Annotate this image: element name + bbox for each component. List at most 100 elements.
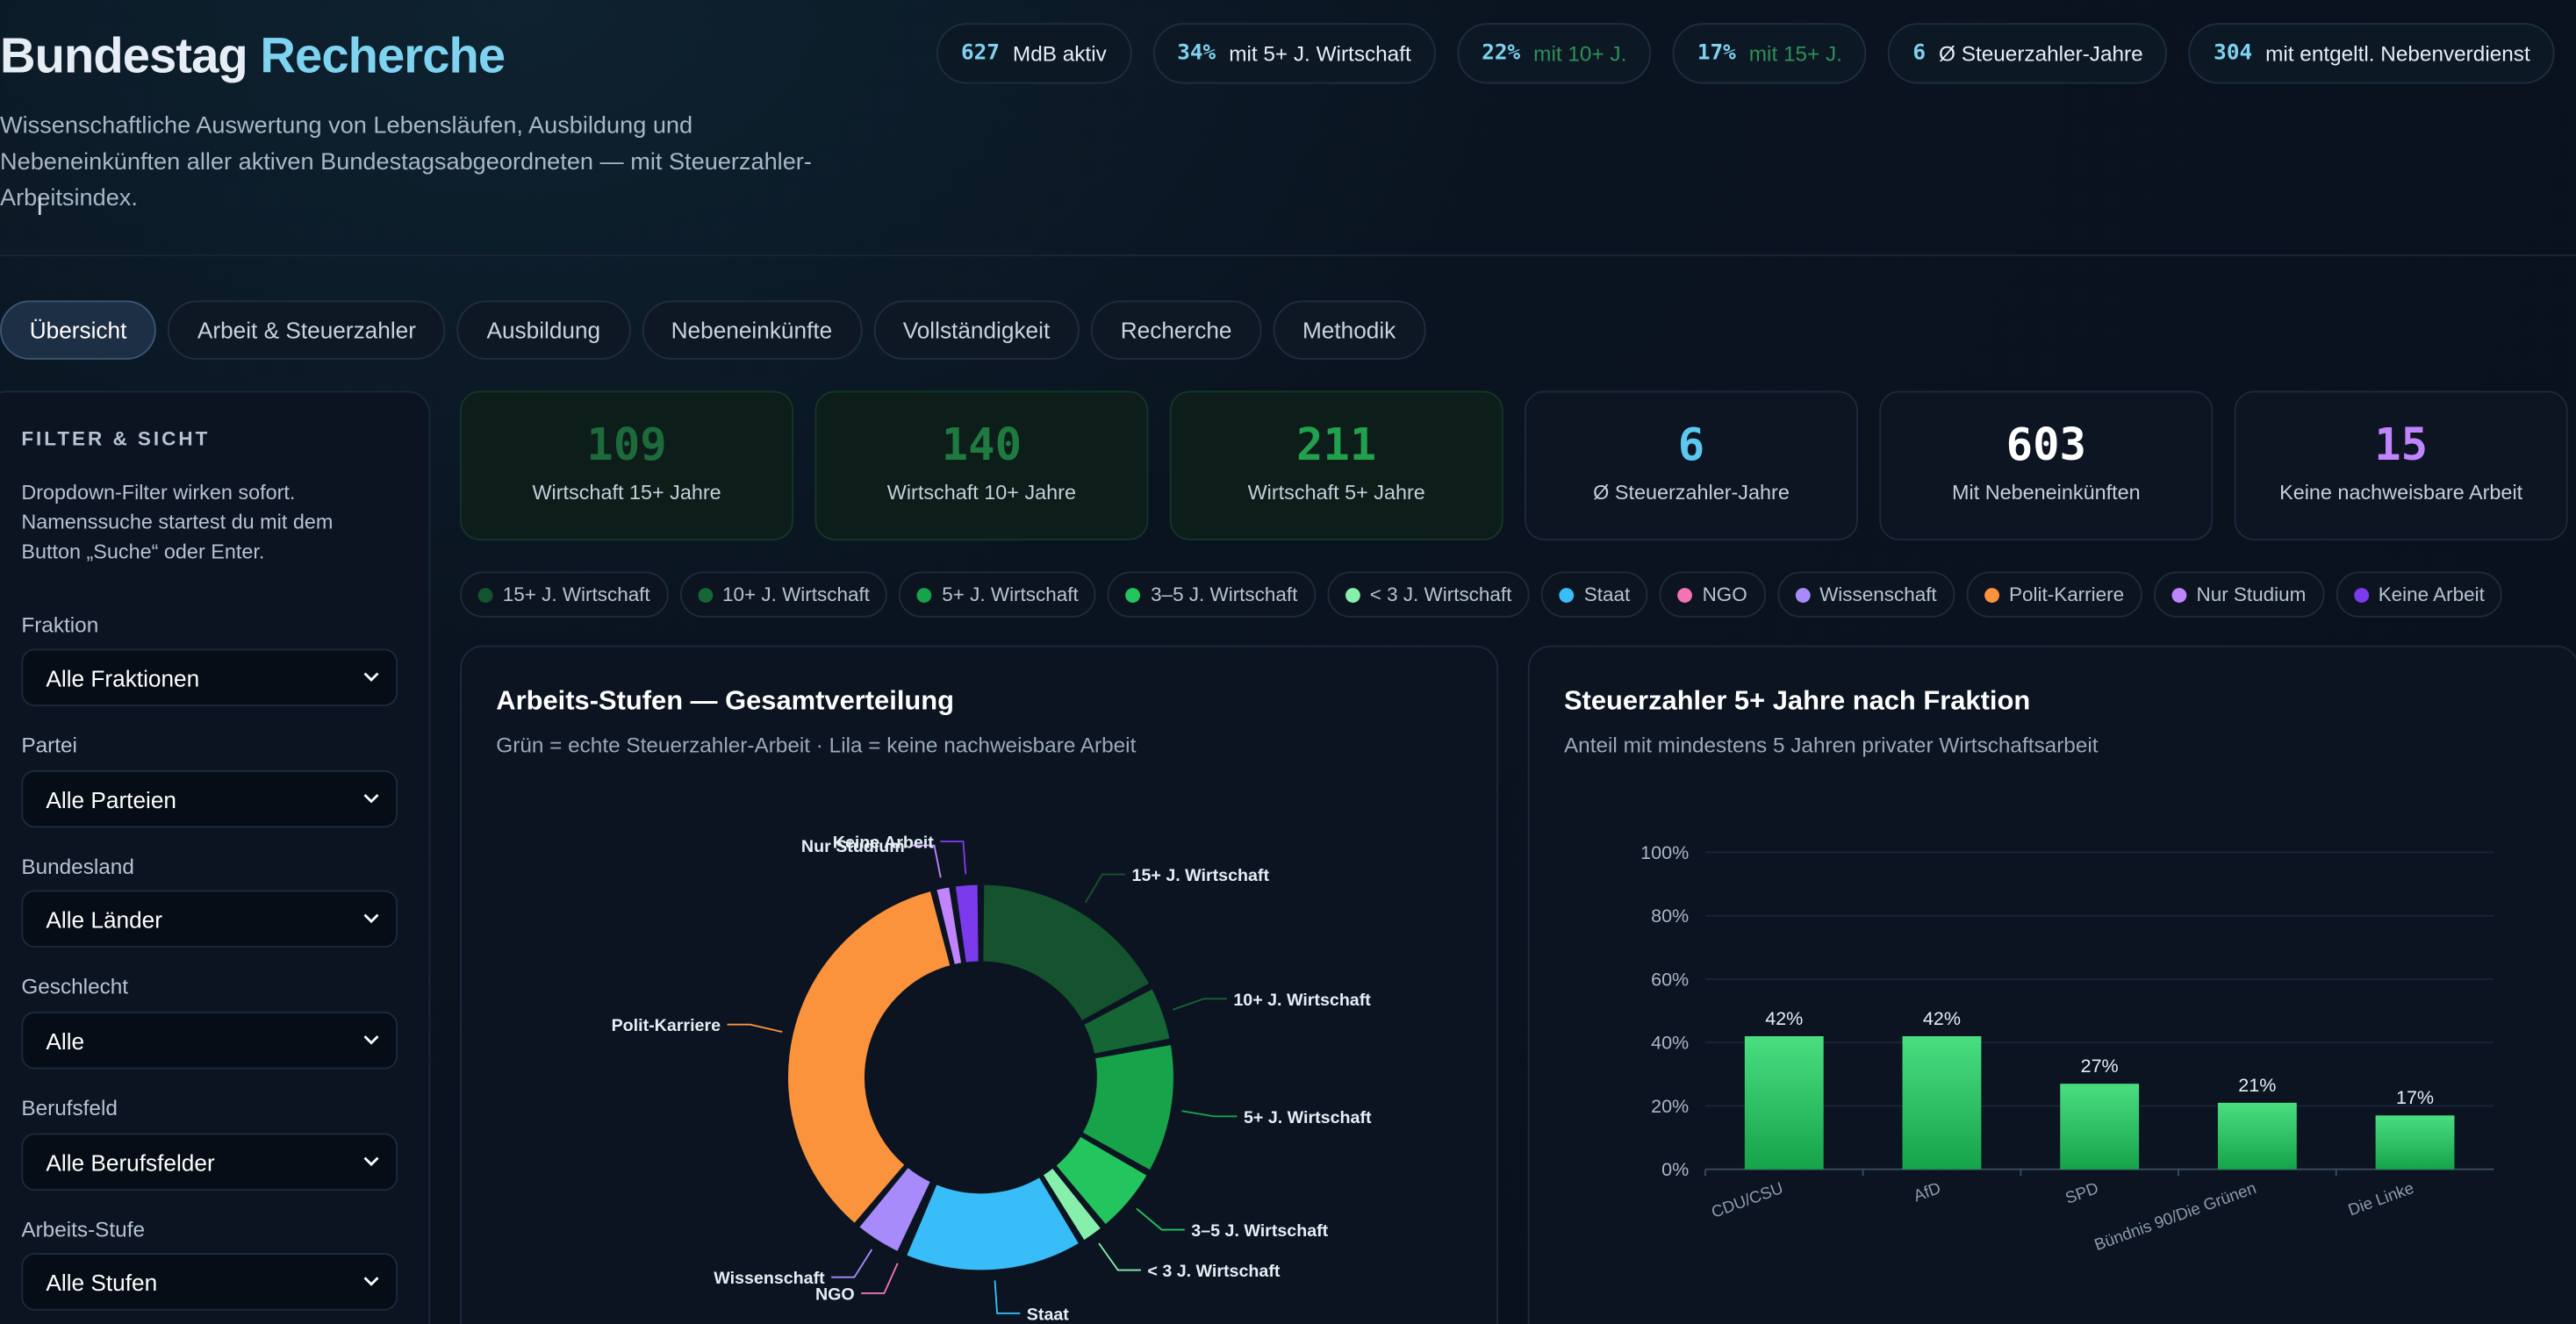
tab-arbeit-steuerzahler[interactable]: Arbeit & Steuerzahler — [168, 300, 446, 360]
tab-vollstaendigkeit[interactable]: Vollständigkeit — [873, 300, 1080, 360]
donut-leader-line — [1084, 873, 1126, 904]
donut-slice[interactable] — [856, 1164, 934, 1255]
bar[interactable] — [2375, 1115, 2455, 1170]
x-tick-label: Bündnis 90/Die Grünen — [2092, 1178, 2258, 1254]
sidebar-hint: Dropdown-Filter wirken sofort. Namenssuc… — [21, 481, 334, 564]
bar-value-label: 42% — [1923, 1008, 1961, 1029]
bar[interactable] — [1744, 1035, 1824, 1170]
sidebar-heading: FILTER & SICHT — [21, 426, 211, 450]
donut-slice[interactable] — [952, 882, 981, 965]
legend-dot-icon — [1677, 587, 1693, 603]
bar[interactable] — [2217, 1102, 2297, 1170]
tab-bar: Übersicht Arbeit & Steuerzahler Ausbildu… — [0, 300, 1425, 360]
donut-slice[interactable] — [900, 1180, 936, 1256]
legend-item[interactable]: NGO — [1659, 571, 1766, 618]
chevron-down-icon — [363, 1277, 379, 1286]
legend-label: NGO — [1702, 583, 1747, 606]
bar[interactable] — [1902, 1035, 1982, 1170]
header-divider — [0, 254, 2576, 257]
y-tick-label: 60% — [1651, 969, 1689, 990]
filter-label-geschlecht: Geschlecht — [21, 973, 129, 999]
legend-item[interactable]: < 3 J. Wirtschaft — [1327, 571, 1530, 618]
legend-item[interactable]: 5+ J. Wirtschaft — [899, 571, 1097, 618]
chevron-down-icon — [363, 1035, 379, 1045]
donut-slice[interactable] — [1080, 985, 1173, 1056]
donut-slice-label: 3–5 J. Wirtschaft — [1191, 1221, 1328, 1241]
donut-slice[interactable] — [1080, 1041, 1176, 1173]
x-tick-label: Die Linke — [2345, 1178, 2415, 1219]
legend-item[interactable]: Nur Studium — [2153, 571, 2324, 618]
donut-leader-line — [861, 1263, 899, 1294]
x-tick-label: CDU/CSU — [1709, 1178, 1785, 1221]
donut-leader-line — [940, 841, 967, 875]
filter-select-geschlecht[interactable]: Alle — [21, 1012, 398, 1070]
tab-uebersicht[interactable]: Übersicht — [0, 300, 157, 360]
y-tick-label: 80% — [1651, 905, 1689, 927]
kpi-value: 6 — [1677, 420, 1705, 472]
chevron-down-icon — [363, 793, 379, 804]
legend-label: 5+ J. Wirtschaft — [942, 583, 1079, 606]
donut-leader-line — [1098, 1242, 1141, 1271]
filter-label-bundesland: Bundesland — [21, 854, 134, 879]
donut-slice-label: 10+ J. Wirtschaft — [1233, 991, 1371, 1010]
stat-pill-10plus: 22% mit 10+ J. — [1457, 23, 1652, 84]
kpi-card: 6 Ø Steuerzahler-Jahre — [1525, 390, 1859, 540]
donut-slice-label: Nur Studium — [801, 837, 905, 856]
tab-recherche[interactable]: Recherche — [1091, 300, 1262, 360]
legend-label: Staat — [1583, 583, 1631, 606]
legend-item[interactable]: Keine Arbeit — [2336, 571, 2503, 618]
legend-dot-icon — [2171, 587, 2187, 603]
filter-select-berufsfeld[interactable]: Alle Berufsfelder — [21, 1133, 398, 1192]
legend-dot-icon — [2353, 587, 2369, 603]
legend-dot-icon — [1345, 587, 1360, 603]
y-tick-label: 0% — [1661, 1159, 1689, 1180]
tab-methodik[interactable]: Methodik — [1273, 300, 1425, 360]
donut-slice[interactable] — [1052, 1133, 1151, 1227]
filter-sidebar: FILTER & SICHT Dropdown-Filter wirken so… — [0, 390, 431, 1324]
donut-slice[interactable] — [903, 1174, 1082, 1273]
kpi-label: Keine nachweisbare Arbeit — [2279, 481, 2523, 505]
donut-chart-title: Arbeits-Stufen — Gesamtverteilung — [496, 686, 955, 717]
filter-label-partei: Partei — [21, 732, 77, 757]
kpi-card: 15 Keine nachweisbare Arbeit — [2234, 390, 2568, 540]
text-cursor-icon: I — [36, 193, 44, 222]
filter-select-arbeits-stufe[interactable]: Alle Stufen — [21, 1253, 398, 1311]
donut-slice-label: < 3 J. Wirtschaft — [1147, 1262, 1280, 1281]
donut-slice[interactable] — [786, 888, 953, 1227]
legend-item[interactable]: 10+ J. Wirtschaft — [679, 571, 888, 618]
legend-item[interactable]: Wissenschaft — [1776, 571, 1955, 618]
legend-item[interactable]: Staat — [1541, 571, 1648, 618]
legend-item[interactable]: 3–5 J. Wirtschaft — [1108, 571, 1316, 618]
filter-select-bundesland[interactable]: Alle Länder — [21, 890, 398, 948]
filter-label-arbeits-stufe: Arbeits-Stufe — [21, 1217, 146, 1242]
kpi-value: 603 — [2006, 420, 2086, 472]
donut-slice[interactable] — [1040, 1165, 1104, 1243]
donut-leader-line — [1136, 1207, 1185, 1231]
donut-leader-line — [911, 844, 942, 878]
donut-slice[interactable] — [934, 884, 965, 968]
donut-slice-label: Keine Arbeit — [833, 834, 934, 853]
tab-ausbildung[interactable]: Ausbildung — [456, 300, 630, 360]
legend-item[interactable]: 15+ J. Wirtschaft — [460, 571, 669, 618]
donut-slice[interactable] — [980, 882, 1152, 1024]
x-tick-label: SPD — [2063, 1178, 2100, 1207]
bar-chart-subtitle: Anteil mit mindestens 5 Jahren privater … — [1563, 732, 2099, 757]
legend-dot-icon — [1795, 587, 1810, 603]
kpi-label: Wirtschaft 5+ Jahre — [1247, 481, 1425, 505]
bar[interactable] — [2060, 1084, 2140, 1170]
kpi-value: 140 — [941, 420, 1023, 472]
tab-nebeneinkuenfte[interactable]: Nebeneinkünfte — [641, 300, 862, 360]
legend-dot-icon — [1126, 587, 1141, 603]
donut-slice-label: Staat — [1027, 1305, 1069, 1324]
donut-slice-label: Polit-Karriere — [612, 1016, 721, 1035]
filter-select-fraktion[interactable]: Alle Fraktionen — [21, 648, 398, 706]
x-tick-label: AfD — [1911, 1178, 1942, 1205]
donut-leader-line — [831, 1249, 873, 1278]
legend-item[interactable]: Polit-Karriere — [1966, 571, 2142, 618]
filter-select-partei[interactable]: Alle Parteien — [21, 769, 398, 828]
kpi-card: 603 Mit Nebeneinkünften — [1879, 390, 2214, 540]
stat-pill-sideincome: 304 mit entgeltl. Nebenverdienst — [2189, 23, 2555, 84]
kpi-label: Mit Nebeneinkünften — [1952, 481, 2141, 505]
page-subtitle: Wissenschaftliche Auswertung von Lebensl… — [0, 113, 812, 212]
